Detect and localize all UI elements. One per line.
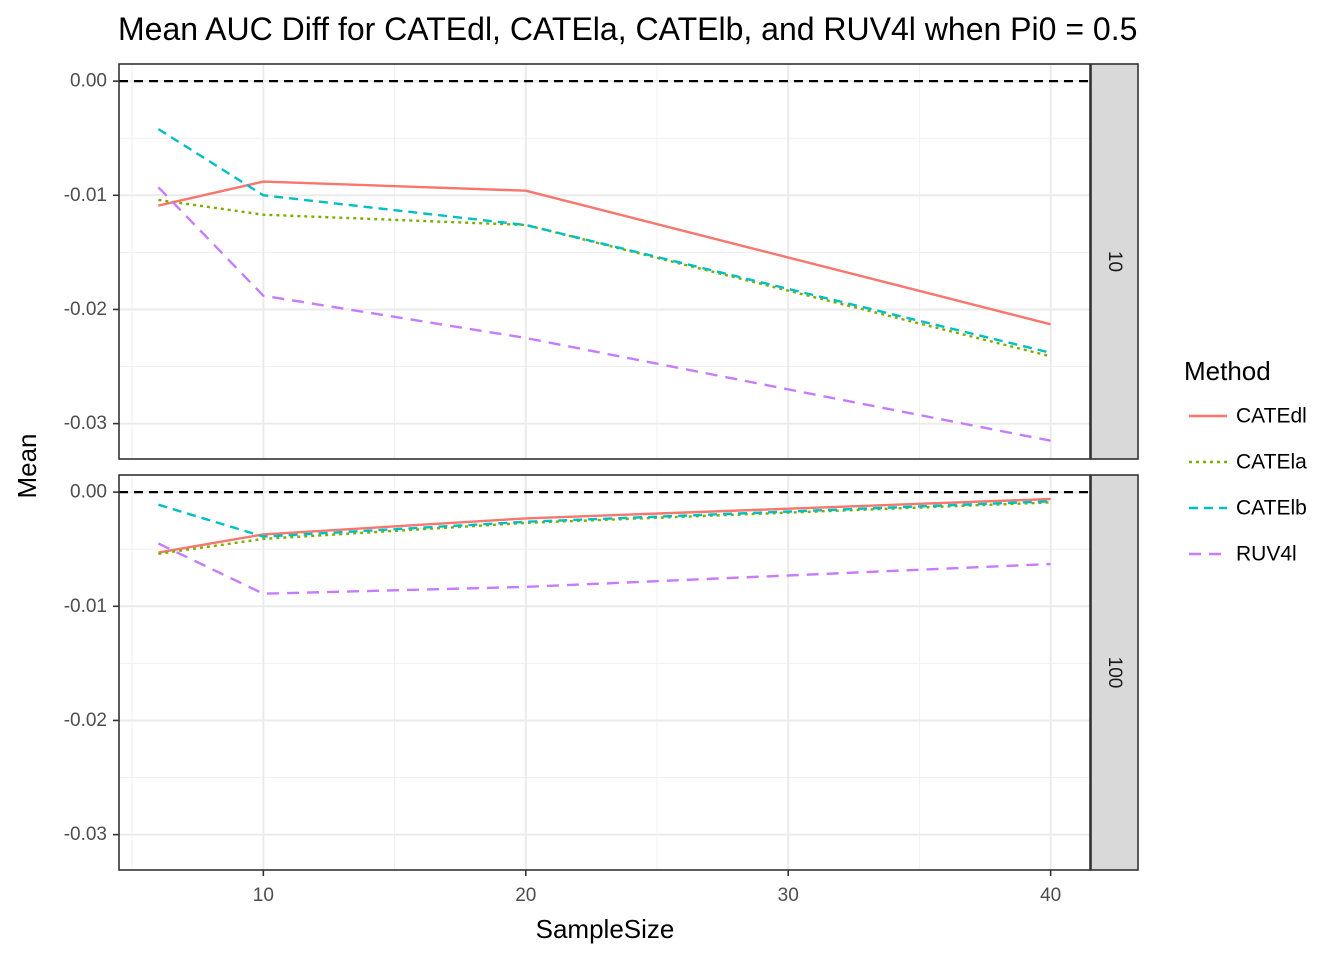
series-line-ruv4l: [157, 186, 1051, 442]
y-tick-label: -0.01: [64, 185, 107, 206]
legend-item-ruv4l: RUV4l: [1189, 543, 1297, 566]
series-line-catelb: [158, 500, 1051, 538]
legend-item-catela: CATEla: [1189, 451, 1307, 474]
y-axis-title: Mean: [12, 433, 42, 498]
series-line-ruv4l: [157, 542, 1051, 595]
legend-label: CATEdl: [1236, 405, 1307, 428]
plot-panels: 10 0.00 -0.01 -0.02 -0.03 100 0.00 -0.01 -0.02 -0…: [64, 63, 1139, 906]
y-tick-label: -0.01: [64, 596, 107, 617]
x-tick-label: 20: [515, 885, 536, 906]
series-line-catedl: [158, 180, 1051, 326]
y-tick-label: 0.00: [70, 482, 107, 503]
legend-label: CATElb: [1236, 497, 1307, 520]
legend-item-catedl: CATEdl: [1189, 405, 1307, 428]
x-tick-label: 10: [253, 885, 274, 906]
legend-item-catelb: CATElb: [1189, 497, 1307, 520]
chart-title: Mean AUC Diff for CATEdl, CATEla, CATElb…: [118, 11, 1137, 47]
legend-label: CATEla: [1236, 451, 1307, 474]
legend-label: RUV4l: [1236, 543, 1297, 566]
x-tick-label: 40: [1040, 885, 1061, 906]
panel-100: 100 0.00 -0.01 -0.02 -0.03 10 20 30 40: [64, 474, 1139, 906]
x-axis-title: SampleSize: [536, 914, 675, 944]
y-tick-label: -0.03: [64, 824, 107, 845]
y-tick-label: -0.03: [64, 413, 107, 434]
y-tick-label: -0.02: [64, 299, 107, 320]
facet-strip-label: 100: [1104, 657, 1125, 689]
legend: Method CATEdl CATEla CATElb RUV4l: [1184, 356, 1307, 566]
panel-10: 10 0.00 -0.01 -0.02 -0.03: [64, 63, 1139, 460]
series-line-catelb: [157, 128, 1051, 354]
y-tick-label: 0.00: [70, 71, 107, 92]
panel-background: [119, 475, 1090, 870]
panel-border: [118, 474, 1091, 871]
series-line-catela: [158, 198, 1051, 358]
facet-strip-label: 10: [1104, 251, 1125, 272]
facet-strip: [1090, 63, 1139, 460]
y-tick-label: -0.02: [64, 710, 107, 731]
panel-border: [118, 63, 1091, 460]
facet-strip: [1090, 474, 1139, 871]
panel-background: [119, 64, 1090, 459]
x-tick-label: 30: [778, 885, 799, 906]
legend-title: Method: [1184, 356, 1271, 386]
series-line-catedl: [158, 497, 1051, 554]
